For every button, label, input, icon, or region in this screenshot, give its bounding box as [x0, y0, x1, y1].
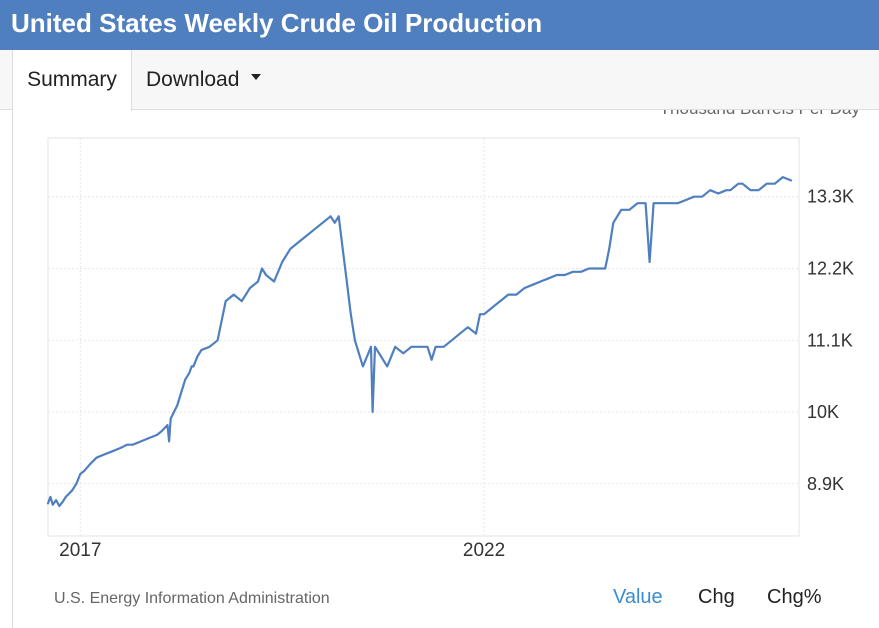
- line-chart: 8.9K 10K 11.1K 12.2K 13.3K 2017 2022: [46, 137, 854, 561]
- tab-summary[interactable]: Summary: [12, 50, 132, 111]
- y-tick-label: 10K: [807, 402, 839, 422]
- y-tick-label: 12.2K: [807, 258, 854, 278]
- y-tick-label: 8.9K: [807, 474, 844, 494]
- page-header: United States Weekly Crude Oil Productio…: [0, 0, 879, 50]
- page-title: United States Weekly Crude Oil Productio…: [11, 8, 543, 38]
- plot-frame: [47, 137, 800, 537]
- tab-summary-label: Summary: [27, 68, 117, 91]
- source-text: U.S. Energy Information Administration: [54, 590, 330, 607]
- tab-download-label: Download: [146, 68, 240, 91]
- units-label: Thousand Barrels Per Day: [660, 110, 860, 119]
- tabs-bar: Summary Download: [0, 50, 879, 111]
- caret-down-icon: [251, 74, 262, 81]
- series-line: [46, 176, 792, 508]
- value-button[interactable]: Value: [613, 586, 663, 608]
- x-tick-label: 2022: [463, 540, 505, 561]
- chart-panel: Thousand Barrels Per Day 8.9K 10K 11.1K 12.…: [12, 110, 879, 628]
- chg-percent-button[interactable]: Chg%: [767, 586, 822, 608]
- tab-download[interactable]: Download: [146, 50, 276, 110]
- y-tick-label: 11.1K: [807, 330, 853, 350]
- x-tick-label: 2017: [59, 540, 101, 561]
- chg-button[interactable]: Chg: [698, 586, 735, 608]
- y-tick-label: 13.3K: [807, 187, 854, 207]
